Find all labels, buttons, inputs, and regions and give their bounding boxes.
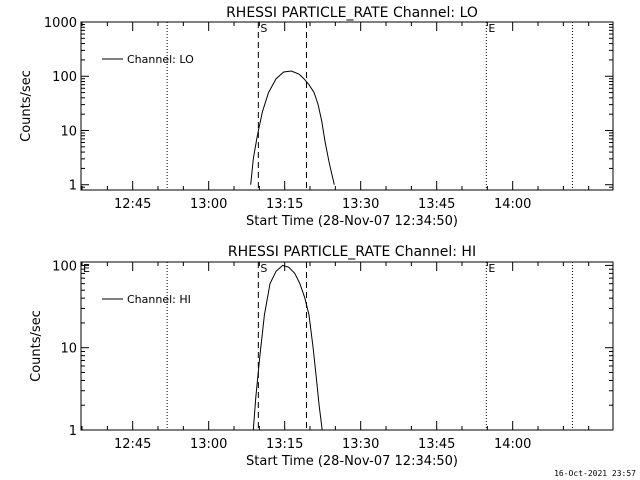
- chart-title: RHESSI PARTICLE_RATE Channel: HI: [228, 244, 476, 260]
- x-tick-label: 13:00: [190, 437, 227, 452]
- plot-frame: [80, 261, 614, 431]
- series-line: [252, 264, 323, 431]
- y-tick-label: 100: [52, 70, 77, 85]
- y-axis-label: Counts/sec: [29, 310, 44, 382]
- footer-timestamp: 16-Oct-2021 23:57: [554, 469, 636, 478]
- chart-panel-hi: RHESSI PARTICLE_RATE Channel: HI Start Ti…: [29, 244, 614, 469]
- x-tick-label: 12:45: [114, 437, 151, 452]
- x-axis-label: Start Time (28-Nov-07 12:34:50): [246, 214, 458, 229]
- plot-frame: [80, 21, 614, 191]
- x-tick-label: 14:00: [494, 437, 531, 452]
- x-tick-label: 12:45: [114, 197, 151, 212]
- series-line: [250, 70, 335, 185]
- time-marker-label: E: [83, 262, 90, 275]
- y-axis-label: Counts/sec: [19, 70, 34, 142]
- time-marker-label: E: [488, 22, 495, 35]
- y-tick-label: 10: [60, 124, 77, 139]
- legend-label: Channel: LO: [127, 53, 194, 66]
- time-marker-label: E: [488, 262, 495, 275]
- x-tick-label: 13:00: [190, 197, 227, 212]
- x-tick-label: 13:15: [266, 437, 303, 452]
- legend-label: Channel: HI: [127, 293, 191, 306]
- time-marker-label: S: [260, 22, 267, 35]
- x-tick-label: 14:00: [494, 197, 531, 212]
- y-tick-label: 10: [60, 342, 77, 357]
- x-axis-label: Start Time (28-Nov-07 12:34:50): [246, 454, 458, 469]
- x-tick-label: 13:15: [266, 197, 303, 212]
- y-tick-label: 1: [69, 179, 77, 194]
- x-tick-label: 13:45: [418, 197, 455, 212]
- chart-panel-lo: RHESSI PARTICLE_RATE Channel: LO Start Ti…: [19, 5, 614, 229]
- y-tick-label: 1000: [44, 16, 77, 31]
- x-tick-label: 13:30: [342, 437, 379, 452]
- time-marker-label: S: [260, 262, 267, 275]
- x-tick-label: 13:45: [418, 437, 455, 452]
- x-tick-label: 13:30: [342, 197, 379, 212]
- y-tick-label: 1: [69, 424, 77, 439]
- y-tick-label: 100: [52, 259, 77, 274]
- chart-title: RHESSI PARTICLE_RATE Channel: LO: [226, 5, 478, 21]
